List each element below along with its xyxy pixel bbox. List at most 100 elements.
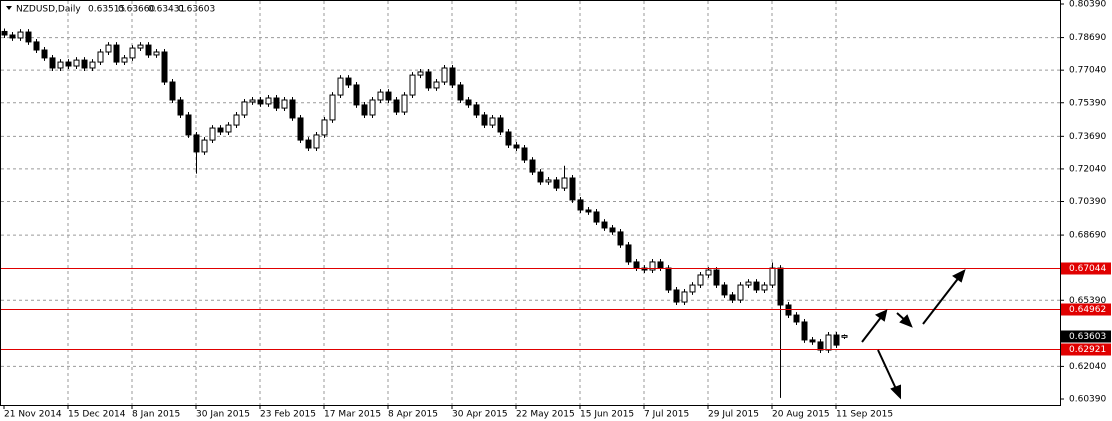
candle-body: [657, 261, 664, 269]
header-value: 0.63431: [148, 5, 185, 15]
x-tick-label: 8 Apr 2015: [388, 410, 438, 420]
candle-body: [585, 209, 592, 213]
candle-body: [353, 84, 360, 106]
arrow: [922, 275, 961, 325]
y-tick-label: 0.80390: [1069, 0, 1106, 10]
candle-body: [705, 269, 712, 276]
candle-body: [73, 59, 80, 67]
candle-body: [441, 67, 448, 83]
candle-body: [457, 84, 464, 101]
candle-body: [185, 114, 192, 136]
candle-body: [793, 314, 800, 323]
candle-body: [593, 211, 600, 223]
x-tick-label: 30 Jan 2015: [196, 410, 250, 420]
menu-icon: [6, 6, 12, 10]
x-tick-label: 29 Jul 2015: [708, 410, 759, 420]
x-tick-label: 7 Jul 2015: [644, 410, 689, 420]
candle-body: [761, 284, 768, 291]
candle-body: [17, 31, 24, 39]
candle-body: [513, 144, 520, 149]
level-label-bg: [1061, 262, 1111, 275]
candle-body: [273, 97, 280, 109]
x-tick-label: 15 Dec 2014: [68, 410, 126, 420]
candle-body: [417, 71, 424, 76]
candle-body: [345, 77, 352, 86]
candle-body: [1, 30, 8, 36]
candle-body: [113, 44, 120, 63]
candle-body: [545, 179, 552, 183]
arrow-head: [899, 314, 913, 328]
candle-body: [129, 47, 136, 59]
x-tick-label: 17 Mar 2015: [324, 410, 381, 420]
symbol-label: NZDUSD,Daily: [16, 5, 81, 15]
arrow: [877, 349, 898, 392]
candle-body: [265, 97, 272, 105]
candle-body: [289, 99, 296, 119]
level-label: 0.62921: [1069, 345, 1106, 355]
y-tick-label: 0.62040: [1069, 362, 1106, 372]
arrow: [861, 315, 883, 343]
candle-body: [89, 61, 96, 69]
candle-body: [121, 57, 128, 63]
candle-body: [321, 119, 328, 136]
candle-body: [193, 134, 200, 153]
level-label-bg: [1061, 303, 1111, 316]
candle-body: [369, 99, 376, 116]
candle-body: [241, 101, 248, 116]
candle-body: [137, 44, 144, 49]
candle-body: [721, 284, 728, 296]
candle-body: [841, 335, 848, 338]
candle-body: [697, 274, 704, 286]
y-tick-label: 0.75390: [1069, 98, 1106, 108]
y-tick-label: 0.77040: [1069, 66, 1106, 76]
arrow-head: [952, 269, 966, 283]
candle-body: [209, 127, 216, 141]
candle-body: [361, 104, 368, 116]
candle-body: [169, 81, 176, 101]
x-tick-label: 8 Jan 2015: [132, 410, 180, 420]
candle-body: [825, 334, 832, 351]
candle-body: [577, 199, 584, 211]
candle-body: [713, 269, 720, 286]
arrow-head: [890, 384, 901, 400]
candle-body: [57, 61, 64, 69]
candle-body: [25, 31, 32, 43]
candle-body: [337, 77, 344, 96]
candle-body: [105, 44, 112, 53]
candle-body: [561, 177, 568, 189]
current-price-bg: [1061, 330, 1111, 343]
candle-body: [385, 91, 392, 101]
candle-body: [609, 227, 616, 233]
y-tick-label: 0.70390: [1069, 197, 1106, 207]
candle-body: [401, 94, 408, 113]
candle-body: [809, 339, 816, 343]
candle-body: [433, 81, 440, 89]
candle-body: [145, 44, 152, 56]
candle-body: [201, 139, 208, 153]
plot-frame: [0, 0, 1061, 406]
candle-body: [49, 57, 56, 69]
candle-body: [465, 99, 472, 106]
arrow-head: [874, 309, 888, 322]
candle-body: [553, 179, 560, 189]
candle-body: [449, 67, 456, 86]
level-label-bg: [1061, 343, 1111, 356]
candle-body: [673, 289, 680, 303]
candle-body: [217, 127, 224, 133]
candle-body: [601, 221, 608, 229]
candle-body: [33, 41, 40, 51]
candle-body: [481, 114, 488, 126]
candle-body: [233, 114, 240, 126]
candle-body: [41, 49, 48, 59]
header-value: 0.63603: [178, 5, 215, 15]
x-tick-label: 20 Aug 2015: [772, 410, 830, 420]
candle-body: [161, 51, 168, 83]
candle-body: [393, 99, 400, 113]
x-tick-label: 15 Jun 2015: [580, 410, 634, 420]
candle-body: [329, 94, 336, 121]
candle-body: [81, 59, 88, 69]
x-tick-label: 11 Sep 2015: [836, 410, 893, 420]
x-tick-label: 22 May 2015: [516, 410, 575, 420]
candle-body: [313, 134, 320, 149]
